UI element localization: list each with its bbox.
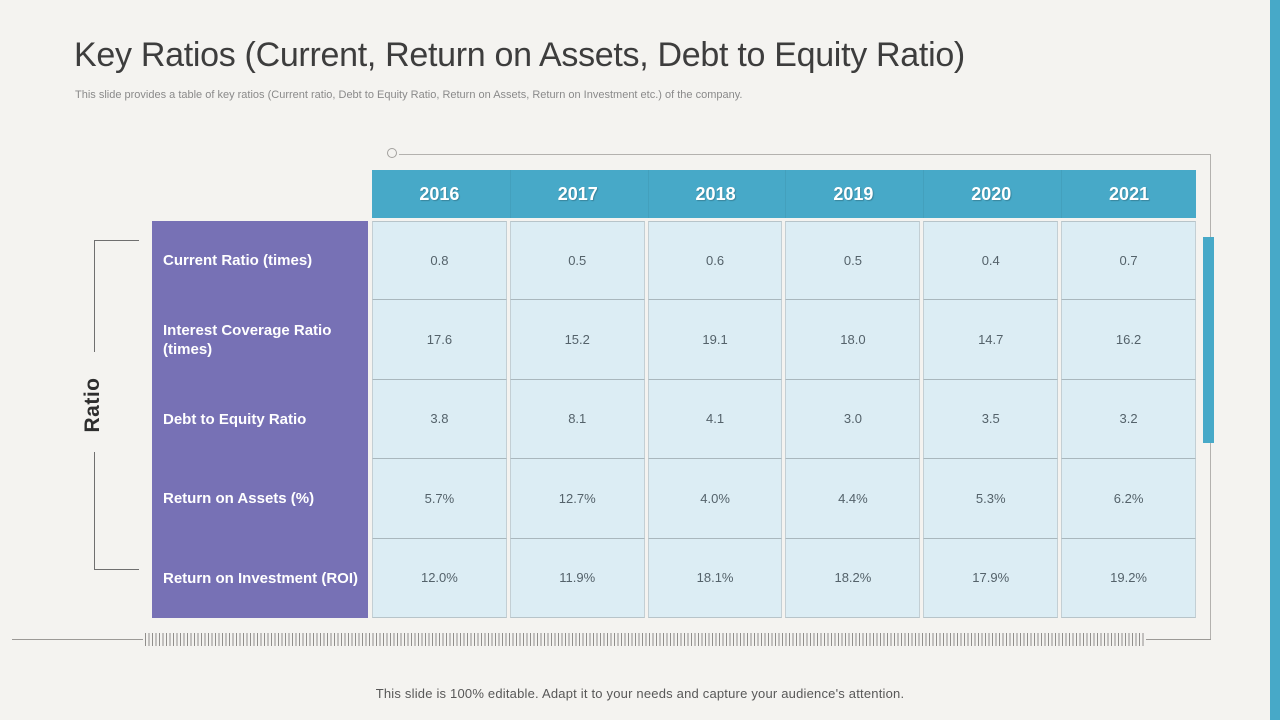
table-cell-value: 19.1 — [647, 300, 783, 380]
table-cell-value: 4.4% — [785, 459, 921, 539]
decor-right-edge-band — [1270, 0, 1280, 720]
table-body: 0.8 0.5 0.6 0.5 0.4 0.7 17.6 15.2 19.1 18.0 14.7 16… — [372, 221, 1196, 618]
table-cell-value: 0.8 — [372, 221, 507, 301]
column-header-year: 2018 — [647, 170, 783, 218]
table-cell-value: 5.7% — [372, 459, 507, 539]
ratio-bracket-bottom-tick — [94, 569, 139, 570]
table-cell-value: 0.5 — [509, 221, 645, 301]
ratio-bracket-top-tick — [94, 240, 139, 241]
table-cell-value: 18.1% — [647, 538, 783, 618]
row-label: Return on Assets (%) — [163, 490, 315, 508]
page-title: Key Ratios (Current, Return on Assets, D… — [74, 36, 965, 74]
column-header-year: 2019 — [785, 170, 920, 218]
table-cell-value: 18.2% — [785, 538, 921, 618]
table-cell-value: 0.7 — [1061, 221, 1196, 301]
table-cell-value: 12.7% — [509, 459, 645, 539]
table-cell-value: 4.0% — [647, 459, 783, 539]
table-cell-value: 0.4 — [923, 221, 1059, 301]
decor-accent-bar — [1203, 237, 1214, 443]
row-label: Return on Investment (ROI) — [163, 569, 359, 587]
table-cell-value: 19.2% — [1061, 538, 1196, 618]
row-label: Current Ratio (times) — [163, 251, 313, 269]
table-cell-value: 3.2 — [1061, 379, 1196, 460]
table-cell-value: 3.0 — [785, 379, 921, 460]
table-cell-value: 8.1 — [509, 379, 645, 460]
decor-circle-marker — [387, 148, 397, 158]
table-cell-value: 16.2 — [1061, 300, 1196, 380]
table-label-column: Current Ratio (times) Interest Coverage R… — [152, 221, 368, 618]
table-header-row: 2016 2017 2018 2019 2020 2021 — [372, 170, 1196, 218]
table-cell-value: 14.7 — [923, 300, 1059, 380]
table-cell-value: 15.2 — [509, 300, 645, 380]
ratio-bracket-line-upper — [94, 240, 95, 352]
ratio-axis-label: Ratio — [81, 377, 104, 433]
table-cell-value: 12.0% — [372, 538, 507, 618]
row-label: Debt to Equity Ratio — [163, 410, 307, 428]
table-cell-value: 18.0 — [785, 300, 921, 380]
decor-hatched-line — [145, 633, 1146, 646]
column-header-year: 2021 — [1061, 170, 1196, 218]
column-header-year: 2016 — [419, 183, 460, 204]
row-label: Interest Coverage Ratio (times) — [163, 321, 332, 359]
table-cell-value: 6.2% — [1061, 459, 1196, 539]
ratio-bracket-line-lower — [94, 452, 95, 570]
decor-baseline-right — [1146, 639, 1211, 640]
table-cell-value: 11.9% — [509, 538, 645, 618]
column-header-year: 2017 — [509, 170, 645, 218]
table-cell-value: 0.5 — [785, 221, 921, 301]
table-cell-value: 17.6 — [372, 300, 507, 380]
table-cell-value: 4.1 — [647, 379, 783, 460]
table-cell-value: 0.6 — [647, 221, 783, 301]
page-subtitle: This slide provides a table of key ratio… — [75, 89, 743, 101]
table-cell-value: 3.5 — [923, 379, 1059, 460]
column-header-year: 2020 — [923, 170, 1058, 218]
decor-frame-top-line — [399, 154, 1210, 155]
table-cell-value: 3.8 — [372, 379, 507, 460]
table-cell-value: 5.3% — [923, 459, 1059, 539]
footer-note: This slide is 100% editable. Adapt it to… — [375, 686, 905, 701]
table-cell-value: 17.9% — [923, 538, 1059, 618]
decor-baseline-left — [12, 639, 143, 640]
